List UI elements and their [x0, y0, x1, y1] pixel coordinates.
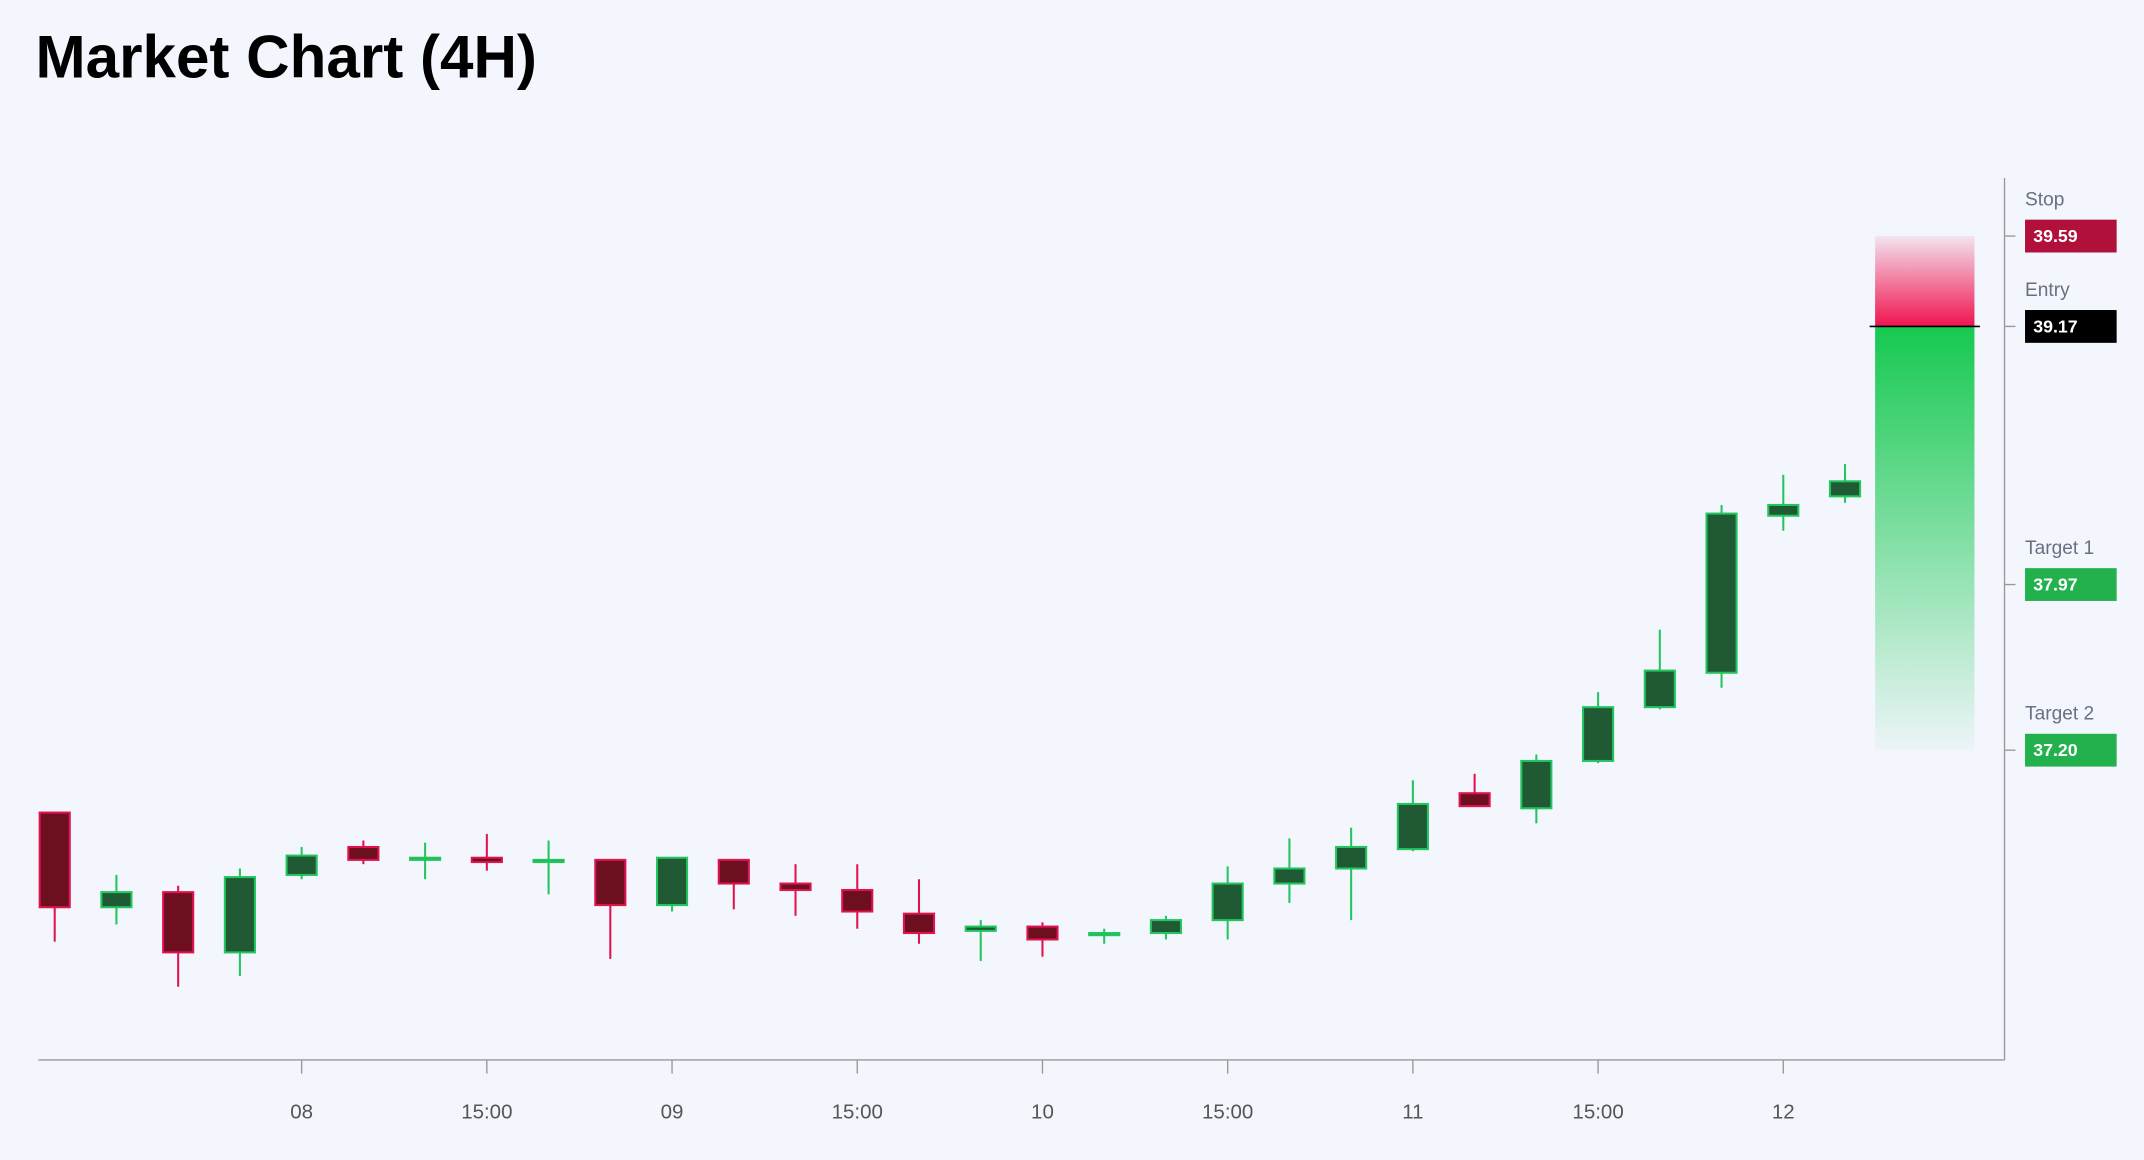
candle-body [1643, 669, 1676, 709]
level-value-label: 37.97 [2033, 575, 2078, 595]
candle-body [594, 858, 627, 907]
x-tick-label: 08 [290, 1101, 313, 1124]
x-tick-label: 12 [1772, 1101, 1795, 1124]
candle-body [1767, 503, 1800, 517]
x-tick-label: 15:00 [832, 1101, 883, 1124]
candle-body [1026, 925, 1059, 941]
x-tick-label: 15:00 [1572, 1101, 1623, 1124]
level-name: Target 2 [2025, 704, 2094, 725]
candle-body [902, 912, 936, 935]
candle-body [1458, 792, 1491, 808]
level-badge [2025, 568, 2117, 601]
candle-body [655, 856, 689, 907]
level-name: Stop [2025, 190, 2064, 211]
candle-body [1705, 512, 1738, 674]
level-value-label: 37.20 [2033, 740, 2078, 760]
candle-body [1582, 706, 1615, 762]
candle-body [1396, 802, 1429, 851]
stop-zone [1875, 236, 1975, 327]
x-tick-label: 11 [1402, 1101, 1423, 1124]
candle-body [223, 876, 256, 954]
candle-body [409, 856, 442, 861]
candle-body [1273, 867, 1306, 885]
level-name: Entry [2025, 280, 2070, 301]
candle-body [1828, 480, 1862, 498]
candle-body [1335, 845, 1368, 870]
candle-body [532, 858, 565, 864]
x-tick-label: 15:00 [1202, 1101, 1253, 1124]
level-badge [2025, 219, 2117, 253]
x-tick-label: 15:00 [461, 1101, 512, 1124]
candle-body [470, 856, 503, 864]
candle-body [717, 858, 750, 885]
candle-body [964, 925, 997, 932]
candle-body [779, 882, 812, 892]
candle-body [347, 845, 380, 861]
level-value-label: 39.17 [2033, 316, 2078, 336]
chart-title: Market Chart (4H) [36, 24, 537, 91]
level-value-label: 39.59 [2033, 226, 2078, 246]
candle-body [1211, 882, 1244, 922]
candle-body [1149, 919, 1183, 935]
candle-body [162, 891, 195, 954]
candle-body [100, 891, 133, 909]
candle-body [285, 854, 318, 876]
x-tick-label: 10 [1031, 1101, 1054, 1124]
candle-body [1520, 759, 1553, 810]
candle-body [841, 888, 874, 913]
level-badge [2025, 310, 2117, 343]
level-name: Target 1 [2025, 538, 2094, 559]
target-zone [1875, 326, 1975, 751]
candle-body [1088, 932, 1121, 937]
level-badge [2025, 733, 2117, 767]
x-tick-label: 09 [661, 1101, 684, 1124]
candle-body [38, 811, 71, 909]
